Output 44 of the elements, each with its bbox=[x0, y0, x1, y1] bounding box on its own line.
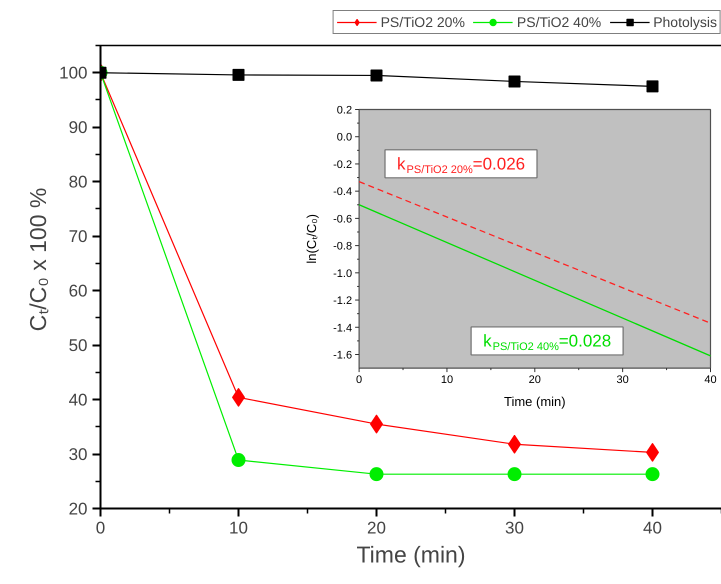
x-tick-label: 0 bbox=[356, 374, 362, 386]
x-tick-label: 20 bbox=[528, 374, 541, 386]
y-tick-label: -1.2 bbox=[333, 295, 352, 308]
point bbox=[646, 467, 660, 482]
y-tick-label: -1.0 bbox=[333, 268, 352, 280]
x-tick-label: 10 bbox=[440, 374, 454, 386]
x-tick-label: 30 bbox=[616, 374, 629, 386]
point bbox=[370, 467, 384, 482]
y-tick-label: 20 bbox=[68, 500, 88, 518]
point bbox=[232, 453, 246, 468]
y-tick-label: 0.0 bbox=[336, 132, 352, 144]
y-axis-title: ln(Cₜ/C₀) bbox=[304, 214, 320, 264]
legend-label: PS/TiO2 40% bbox=[516, 14, 602, 30]
y-tick-label: 60 bbox=[68, 282, 88, 301]
point bbox=[646, 80, 658, 92]
point bbox=[232, 68, 244, 81]
point bbox=[508, 75, 520, 88]
y-tick-label: 50 bbox=[68, 336, 88, 356]
y-tick-label: -1.4 bbox=[333, 322, 352, 334]
y-tick-label: -0.2 bbox=[333, 158, 352, 171]
y-tick-label: 0.2 bbox=[336, 104, 352, 116]
legend-label: Photolysis bbox=[653, 14, 717, 30]
y-axis-title: Cₜ/C₀ x 100 % bbox=[25, 188, 52, 332]
y-tick-label: -1.6 bbox=[333, 349, 352, 362]
y-tick-label: -0.4 bbox=[333, 186, 352, 198]
y-tick-label: -0.8 bbox=[333, 240, 352, 253]
x-axis-title: Time (min) bbox=[356, 542, 466, 568]
x-tick-label: 10 bbox=[229, 518, 248, 538]
x-axis-title: Time (min) bbox=[504, 394, 566, 410]
y-tick-label: 100 bbox=[59, 64, 88, 83]
point bbox=[370, 69, 382, 82]
y-tick-label: 70 bbox=[68, 227, 88, 246]
x-tick-label: 0 bbox=[96, 518, 106, 538]
x-tick-label: 30 bbox=[505, 518, 524, 538]
y-tick-label: -0.6 bbox=[333, 213, 352, 226]
x-tick-label: 40 bbox=[643, 518, 662, 538]
y-tick-label: 90 bbox=[68, 118, 88, 138]
x-tick-label: 20 bbox=[367, 518, 386, 538]
y-tick-label: 40 bbox=[68, 390, 88, 410]
legend-label: PS/TiO2 20% bbox=[380, 14, 465, 30]
y-tick-label: 80 bbox=[68, 172, 88, 192]
y-tick-label: 30 bbox=[68, 445, 88, 464]
point bbox=[508, 467, 522, 482]
x-tick-label: 40 bbox=[704, 374, 717, 386]
